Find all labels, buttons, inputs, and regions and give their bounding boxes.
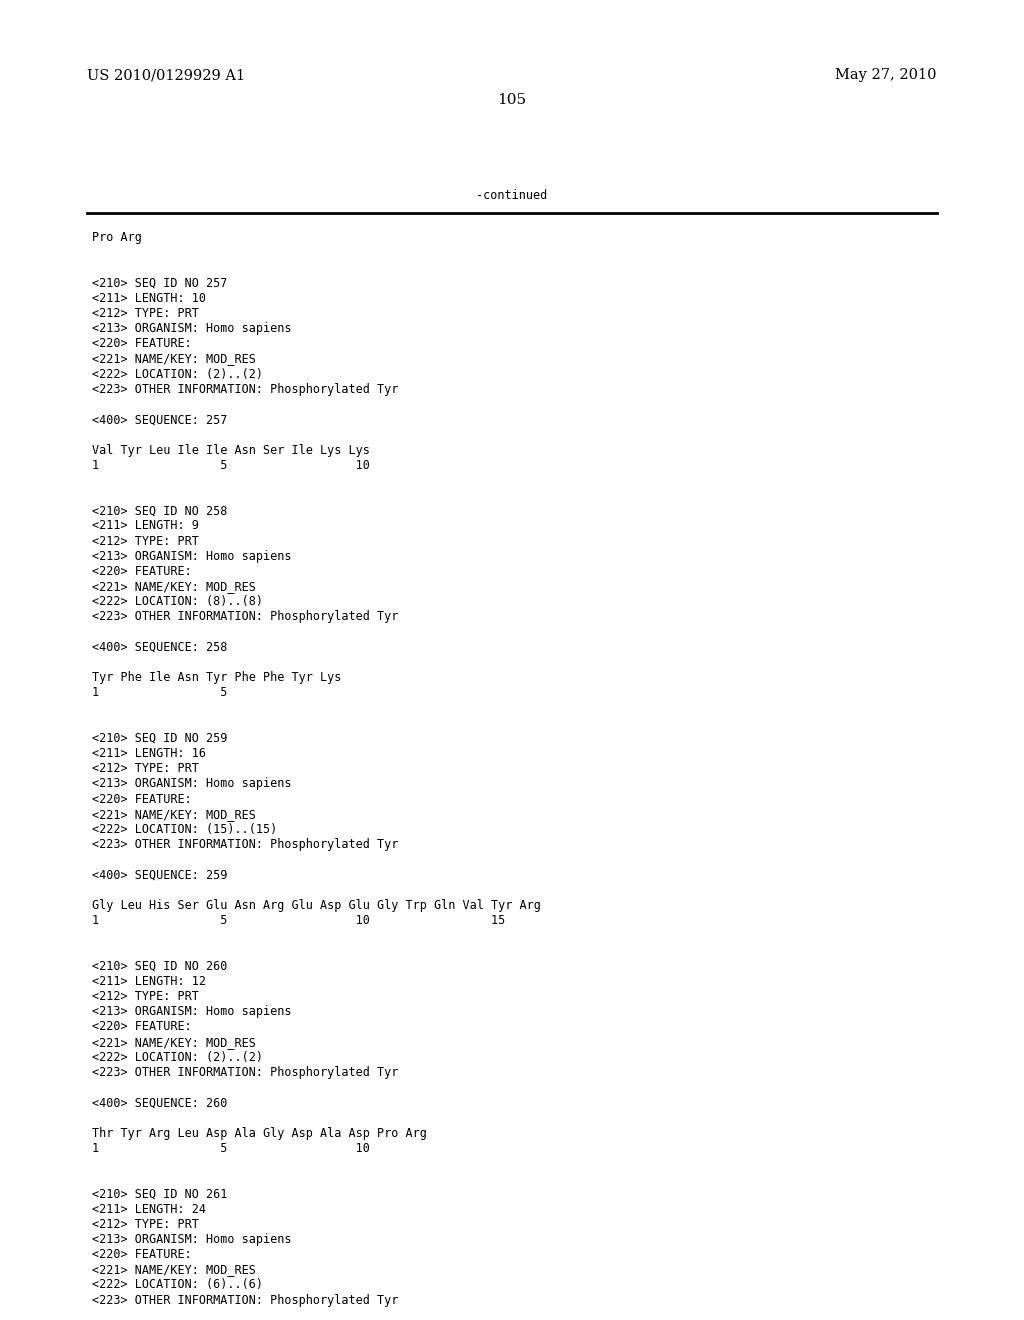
Text: <212> TYPE: PRT: <212> TYPE: PRT xyxy=(92,990,199,1003)
Text: <213> ORGANISM: Homo sapiens: <213> ORGANISM: Homo sapiens xyxy=(92,549,292,562)
Text: <212> TYPE: PRT: <212> TYPE: PRT xyxy=(92,306,199,319)
Text: <213> ORGANISM: Homo sapiens: <213> ORGANISM: Homo sapiens xyxy=(92,1233,292,1246)
Text: <221> NAME/KEY: MOD_RES: <221> NAME/KEY: MOD_RES xyxy=(92,1035,256,1048)
Text: <210> SEQ ID NO 257: <210> SEQ ID NO 257 xyxy=(92,277,227,289)
Text: <211> LENGTH: 10: <211> LENGTH: 10 xyxy=(92,292,206,305)
Text: <220> FEATURE:: <220> FEATURE: xyxy=(92,337,191,350)
Text: <210> SEQ ID NO 260: <210> SEQ ID NO 260 xyxy=(92,960,227,973)
Text: <221> NAME/KEY: MOD_RES: <221> NAME/KEY: MOD_RES xyxy=(92,1263,256,1276)
Text: <212> TYPE: PRT: <212> TYPE: PRT xyxy=(92,1217,199,1230)
Text: 1                 5                  10: 1 5 10 xyxy=(92,1142,370,1155)
Text: <222> LOCATION: (2)..(2): <222> LOCATION: (2)..(2) xyxy=(92,367,263,380)
Text: -continued: -continued xyxy=(476,189,548,202)
Text: Gly Leu His Ser Glu Asn Arg Glu Asp Glu Gly Trp Gln Val Tyr Arg: Gly Leu His Ser Glu Asn Arg Glu Asp Glu … xyxy=(92,899,541,912)
Text: <223> OTHER INFORMATION: Phosphorylated Tyr: <223> OTHER INFORMATION: Phosphorylated … xyxy=(92,383,398,396)
Text: <213> ORGANISM: Homo sapiens: <213> ORGANISM: Homo sapiens xyxy=(92,1005,292,1018)
Text: <210> SEQ ID NO 258: <210> SEQ ID NO 258 xyxy=(92,504,227,517)
Text: <221> NAME/KEY: MOD_RES: <221> NAME/KEY: MOD_RES xyxy=(92,808,256,821)
Text: <223> OTHER INFORMATION: Phosphorylated Tyr: <223> OTHER INFORMATION: Phosphorylated … xyxy=(92,610,398,623)
Text: 1                 5: 1 5 xyxy=(92,686,227,700)
Text: <210> SEQ ID NO 259: <210> SEQ ID NO 259 xyxy=(92,731,227,744)
Text: <220> FEATURE:: <220> FEATURE: xyxy=(92,792,191,805)
Text: <400> SEQUENCE: 260: <400> SEQUENCE: 260 xyxy=(92,1096,227,1109)
Text: 105: 105 xyxy=(498,94,526,107)
Text: <221> NAME/KEY: MOD_RES: <221> NAME/KEY: MOD_RES xyxy=(92,579,256,593)
Text: <211> LENGTH: 16: <211> LENGTH: 16 xyxy=(92,747,206,760)
Text: <222> LOCATION: (6)..(6): <222> LOCATION: (6)..(6) xyxy=(92,1278,263,1291)
Text: <220> FEATURE:: <220> FEATURE: xyxy=(92,1020,191,1034)
Text: <211> LENGTH: 9: <211> LENGTH: 9 xyxy=(92,519,199,532)
Text: <400> SEQUENCE: 258: <400> SEQUENCE: 258 xyxy=(92,640,227,653)
Text: <222> LOCATION: (2)..(2): <222> LOCATION: (2)..(2) xyxy=(92,1051,263,1064)
Text: <221> NAME/KEY: MOD_RES: <221> NAME/KEY: MOD_RES xyxy=(92,352,256,366)
Text: 1                 5                  10: 1 5 10 xyxy=(92,458,370,471)
Text: 1                 5                  10                 15: 1 5 10 15 xyxy=(92,913,506,927)
Text: <210> SEQ ID NO 261: <210> SEQ ID NO 261 xyxy=(92,1187,227,1200)
Text: Pro Arg: Pro Arg xyxy=(92,231,142,244)
Text: <222> LOCATION: (15)..(15): <222> LOCATION: (15)..(15) xyxy=(92,822,278,836)
Text: <212> TYPE: PRT: <212> TYPE: PRT xyxy=(92,762,199,775)
Text: <400> SEQUENCE: 257: <400> SEQUENCE: 257 xyxy=(92,413,227,426)
Text: <213> ORGANISM: Homo sapiens: <213> ORGANISM: Homo sapiens xyxy=(92,322,292,335)
Text: Val Tyr Leu Ile Ile Asn Ser Ile Lys Lys: Val Tyr Leu Ile Ile Asn Ser Ile Lys Lys xyxy=(92,444,370,457)
Text: <211> LENGTH: 24: <211> LENGTH: 24 xyxy=(92,1203,206,1216)
Text: <212> TYPE: PRT: <212> TYPE: PRT xyxy=(92,535,199,548)
Text: <213> ORGANISM: Homo sapiens: <213> ORGANISM: Homo sapiens xyxy=(92,777,292,791)
Text: <223> OTHER INFORMATION: Phosphorylated Tyr: <223> OTHER INFORMATION: Phosphorylated … xyxy=(92,838,398,851)
Text: <222> LOCATION: (8)..(8): <222> LOCATION: (8)..(8) xyxy=(92,595,263,609)
Text: US 2010/0129929 A1: US 2010/0129929 A1 xyxy=(87,69,245,82)
Text: May 27, 2010: May 27, 2010 xyxy=(836,69,937,82)
Text: <211> LENGTH: 12: <211> LENGTH: 12 xyxy=(92,974,206,987)
Text: <220> FEATURE:: <220> FEATURE: xyxy=(92,1247,191,1261)
Text: Tyr Phe Ile Asn Tyr Phe Phe Tyr Lys: Tyr Phe Ile Asn Tyr Phe Phe Tyr Lys xyxy=(92,671,342,684)
Text: <223> OTHER INFORMATION: Phosphorylated Tyr: <223> OTHER INFORMATION: Phosphorylated … xyxy=(92,1065,398,1078)
Text: Thr Tyr Arg Leu Asp Ala Gly Asp Ala Asp Pro Arg: Thr Tyr Arg Leu Asp Ala Gly Asp Ala Asp … xyxy=(92,1126,427,1139)
Text: <223> OTHER INFORMATION: Phosphorylated Tyr: <223> OTHER INFORMATION: Phosphorylated … xyxy=(92,1294,398,1307)
Text: <220> FEATURE:: <220> FEATURE: xyxy=(92,565,191,578)
Text: <400> SEQUENCE: 259: <400> SEQUENCE: 259 xyxy=(92,869,227,882)
